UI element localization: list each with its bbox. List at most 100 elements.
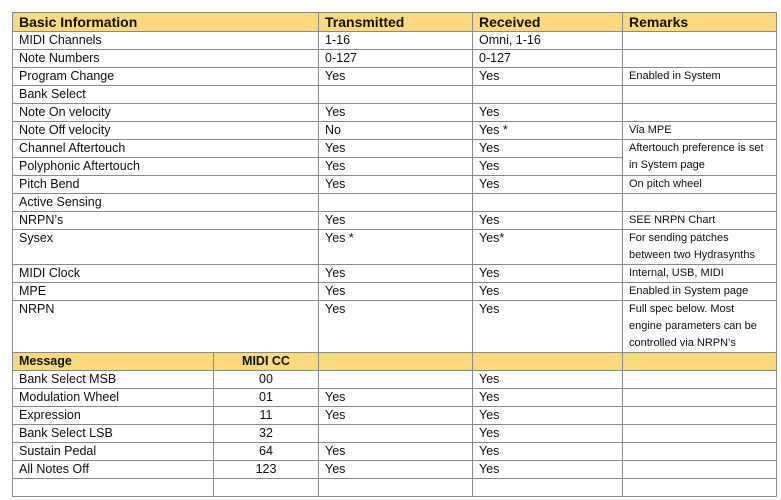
empty-row xyxy=(12,478,777,497)
transmitted-cell: Yes xyxy=(318,264,473,283)
message-cell: All Notes Off xyxy=(12,460,214,479)
cc-number-cell: 32 xyxy=(213,424,319,443)
received-cell: Yes xyxy=(472,370,623,389)
row-label: Pitch Bend xyxy=(12,175,319,194)
transmitted-cell: Yes xyxy=(318,67,473,86)
remarks-cell: Via MPE xyxy=(622,121,777,140)
remarks-cell xyxy=(622,388,777,407)
received-cell: Yes xyxy=(472,264,623,283)
table-row: MIDI Clock Yes Yes Internal, USB, MIDI xyxy=(12,264,777,283)
cc-number-cell: 11 xyxy=(213,406,319,425)
remarks-cell xyxy=(622,31,777,50)
table-row: MIDI Channels 1-16 Omni, 1-16 xyxy=(12,31,777,50)
remarks-cell xyxy=(622,103,777,122)
remarks-cell xyxy=(622,85,777,104)
transmitted-cell: Yes xyxy=(318,175,473,194)
transmitted-cell: 1-16 xyxy=(318,31,473,50)
row-label: Note Numbers xyxy=(12,49,319,68)
remarks-cell: Full spec below. Most engine parameters … xyxy=(622,300,777,353)
received-cell: Yes * xyxy=(472,121,623,140)
remarks-cell: Enabled in System page xyxy=(622,282,777,301)
transmitted-cell: Yes xyxy=(318,103,473,122)
transmitted-cell: Yes xyxy=(318,157,473,176)
remarks-cell: Enabled in System xyxy=(622,67,777,86)
table-row: Sysex Yes * Yes* For sending patches betwee… xyxy=(12,229,777,265)
empty-cell xyxy=(12,478,214,497)
cc-header-row: Message MIDI CC xyxy=(12,352,777,371)
table-row: Modulation Wheel 01 Yes Yes xyxy=(12,388,777,407)
received-cell: Yes xyxy=(472,388,623,407)
table-row: Bank Select LSB 32 Yes xyxy=(12,424,777,443)
cc-number-cell: 00 xyxy=(213,370,319,389)
remarks-cell xyxy=(622,424,777,443)
remarks-cell xyxy=(622,442,777,461)
row-label: Program Change xyxy=(12,67,319,86)
table-row: Sustain Pedal 64 Yes Yes xyxy=(12,442,777,461)
header-midi-cc: MIDI CC xyxy=(213,352,319,371)
received-cell: Yes xyxy=(472,424,623,443)
row-label: Note Off velocity xyxy=(12,121,319,140)
row-label: Note On velocity xyxy=(12,103,319,122)
received-cell: Omni, 1-16 xyxy=(472,31,623,50)
transmitted-cell xyxy=(318,193,473,212)
empty-cell xyxy=(213,478,319,497)
row-label: Sysex xyxy=(12,229,319,265)
row-label: NRPN’s xyxy=(12,211,319,230)
transmitted-cell: Yes xyxy=(318,406,473,425)
transmitted-cell: Yes xyxy=(318,139,473,158)
empty-cell xyxy=(472,478,623,497)
table-row: NRPN Yes Yes Full spec below. Most engine p… xyxy=(12,300,777,353)
empty-cell xyxy=(318,478,473,497)
header-empty xyxy=(622,352,777,371)
table-row: MPE Yes Yes Enabled in System page xyxy=(12,282,777,301)
transmitted-cell: Yes xyxy=(318,442,473,461)
table-row: Bank Select MSB 00 Yes xyxy=(12,370,777,389)
transmitted-cell: 0-127 xyxy=(318,49,473,68)
row-label: Polyphonic Aftertouch xyxy=(12,157,319,176)
row-label: MIDI Channels xyxy=(12,31,319,50)
table-row: Note On velocity Yes Yes xyxy=(12,103,777,122)
cc-number-cell: 01 xyxy=(213,388,319,407)
row-label: Active Sensing xyxy=(12,193,319,212)
table-row: Pitch Bend Yes Yes On pitch wheel xyxy=(12,175,777,194)
remarks-cell xyxy=(622,49,777,68)
transmitted-cell: No xyxy=(318,121,473,140)
transmitted-cell: Yes xyxy=(318,282,473,301)
received-cell xyxy=(472,193,623,212)
header-remarks: Remarks xyxy=(622,12,777,32)
transmitted-cell: Yes xyxy=(318,300,473,353)
received-cell: 0-127 xyxy=(472,49,623,68)
header-basic-information: Basic Information xyxy=(12,12,319,32)
transmitted-cell: Yes xyxy=(318,460,473,479)
transmitted-cell xyxy=(318,424,473,443)
header-empty xyxy=(472,352,623,371)
received-cell: Yes xyxy=(472,67,623,86)
received-cell xyxy=(472,85,623,104)
message-cell: Bank Select MSB xyxy=(12,370,214,389)
received-cell: Yes xyxy=(472,175,623,194)
cc-number-cell: 64 xyxy=(213,442,319,461)
row-label: Channel Aftertouch xyxy=(12,139,319,158)
table-row: All Notes Off 123 Yes Yes xyxy=(12,460,777,479)
received-cell: Yes xyxy=(472,139,623,158)
received-cell: Yes xyxy=(472,406,623,425)
header-empty xyxy=(318,352,473,371)
basic-header-row: Basic Information Transmitted Received Rema… xyxy=(12,12,777,32)
header-received: Received xyxy=(472,12,623,32)
received-cell: Yes xyxy=(472,300,623,353)
transmitted-cell xyxy=(318,370,473,389)
transmitted-cell xyxy=(318,85,473,104)
received-cell: Yes xyxy=(472,157,623,176)
table-row: Bank Select xyxy=(12,85,777,104)
header-transmitted: Transmitted xyxy=(318,12,473,32)
received-cell: Yes xyxy=(472,460,623,479)
transmitted-cell: Yes * xyxy=(318,229,473,265)
cc-number-cell: 123 xyxy=(213,460,319,479)
transmitted-cell: Yes xyxy=(318,211,473,230)
transmitted-cell: Yes xyxy=(318,388,473,407)
table-row: Note Off velocity No Yes * Via MPE xyxy=(12,121,777,140)
received-cell: Yes xyxy=(472,103,623,122)
received-cell: Yes* xyxy=(472,229,623,265)
message-cell: Expression xyxy=(12,406,214,425)
remarks-cell xyxy=(622,193,777,212)
